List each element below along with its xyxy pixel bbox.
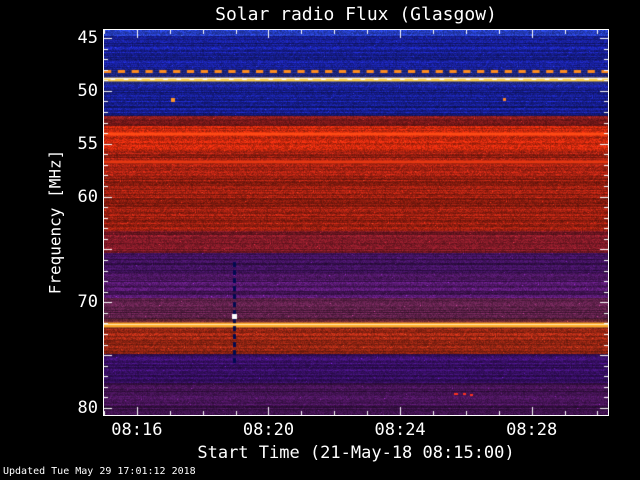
y-tick-label: 60	[77, 186, 98, 207]
y-tick-label: 80	[77, 398, 98, 419]
update-timestamp: Updated Tue May 29 17:01:12 2018	[3, 466, 196, 477]
y-tick-label: 50	[77, 80, 98, 101]
x-tick-label: 08:28	[506, 420, 558, 440]
y-tick-label: 45	[77, 28, 98, 49]
y-tick-label: 55	[77, 133, 98, 154]
y-tick-label: 70	[77, 292, 98, 313]
x-tick-label: 08:20	[242, 420, 295, 440]
y-axis-title-text: Frequency [MHz]	[45, 149, 65, 295]
chart-title: Solar radio Flux (Glasgow)	[215, 4, 497, 25]
plot-frame	[103, 29, 609, 416]
spectrogram-heatmap	[104, 30, 608, 415]
x-axis-title: Start Time (21-May-18 08:15:00)	[197, 443, 515, 463]
x-tick-label: 08:16	[111, 420, 163, 440]
x-tick-label: 08:24	[374, 420, 426, 440]
